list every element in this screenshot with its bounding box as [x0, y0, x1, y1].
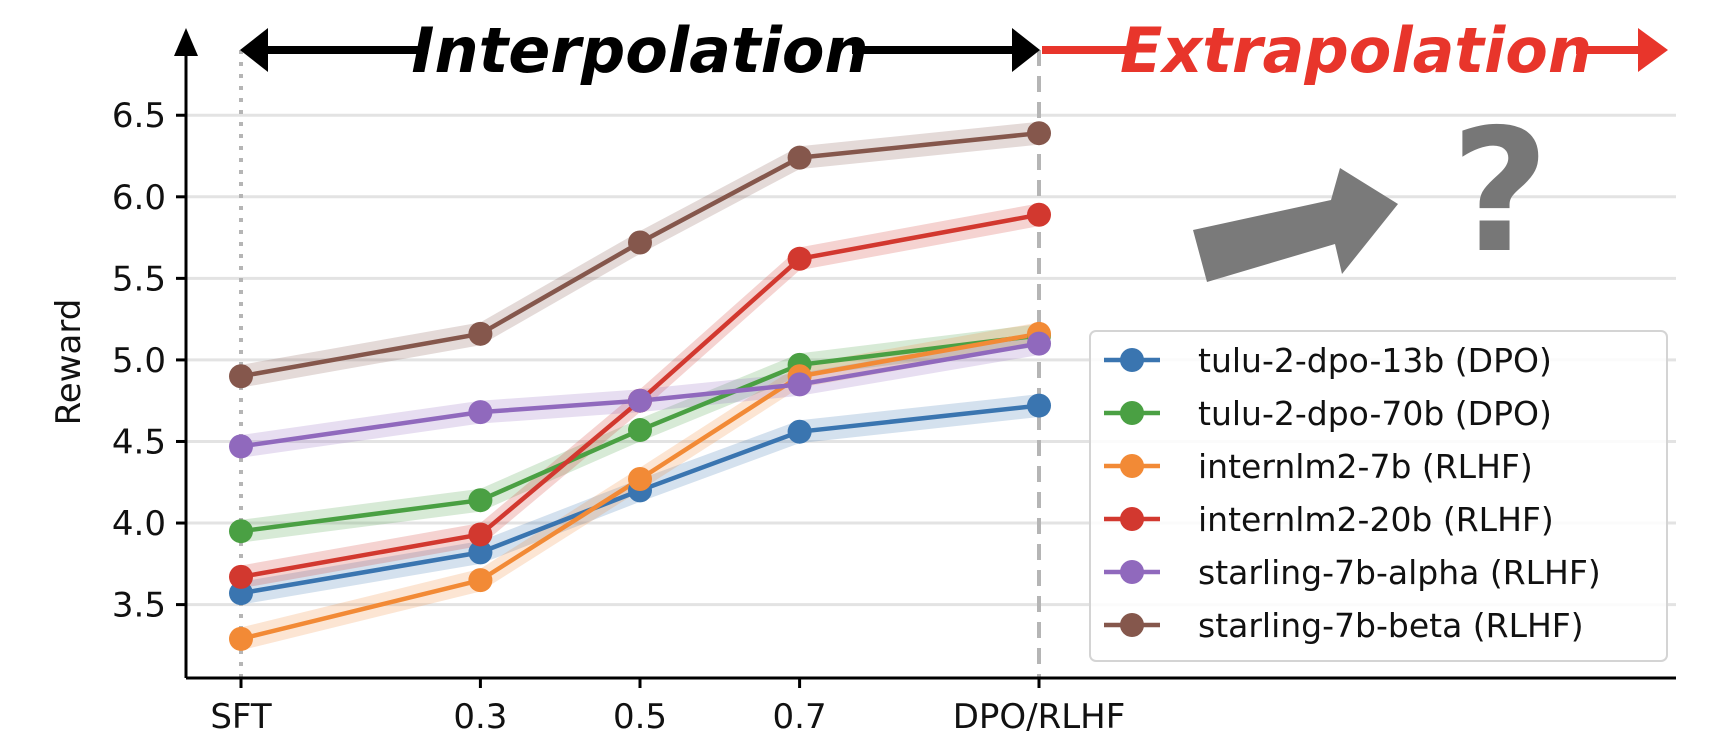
legend-marker-internlm2-20b-rlhf [1120, 507, 1144, 531]
point-tulu-2-dpo-70b-dpo-0-5 [628, 418, 652, 443]
point-starling-7b-alpha-rlhf-dpo-rlhf [1027, 331, 1051, 356]
question-mark-icon: ? [1451, 93, 1550, 291]
legend-items: tulu-2-dpo-13b (DPO) tulu-2-dpo-70b (DPO)… [1104, 341, 1601, 645]
point-internlm2-20b-rlhf-0-7 [787, 246, 812, 271]
point-starling-7b-alpha-rlhf-0-7 [787, 372, 812, 397]
trend-arrow-icon [1193, 168, 1398, 282]
legend-label-tulu-2-dpo-13b-dpo: tulu-2-dpo-13b (DPO) [1198, 341, 1552, 380]
series-points [229, 121, 1051, 651]
y-tick-label-6-0: 6.0 [112, 178, 166, 218]
y-tick-label-5-5: 5.5 [112, 259, 166, 299]
x-ticks: SFT 0.3 0.5 0.7 DPO/RLHF [210, 678, 1125, 737]
grid-lines [186, 113, 1676, 607]
interpolation-label: Interpolation [411, 14, 868, 87]
legend-marker-tulu-2-dpo-13b-dpo [1120, 348, 1144, 372]
point-starling-7b-beta-rlhf-0-5 [628, 230, 652, 255]
y-tick-label-4-5: 4.5 [112, 422, 166, 462]
point-starling-7b-alpha-rlhf-0-3 [468, 400, 493, 425]
legend-label-tulu-2-dpo-70b-dpo: tulu-2-dpo-70b (DPO) [1198, 394, 1552, 433]
point-starling-7b-alpha-rlhf-sft [229, 434, 253, 459]
y-axis-label: Reward [49, 299, 89, 426]
interpolation-left-arrowhead [240, 28, 268, 72]
point-tulu-2-dpo-13b-dpo-0-3 [468, 540, 493, 565]
legend-label-internlm2-20b-rlhf: internlm2-20b (RLHF) [1198, 500, 1554, 539]
point-internlm2-7b-rlhf-sft [229, 626, 253, 651]
interpolation-right-arrowhead [1012, 28, 1040, 72]
x-tick-label-0-3: 0.3 [453, 697, 507, 737]
point-internlm2-20b-rlhf-dpo-rlhf [1027, 202, 1051, 227]
point-internlm2-7b-rlhf-0-3 [468, 568, 493, 593]
extrapolation-label: Extrapolation [1120, 14, 1592, 87]
point-internlm2-20b-rlhf-0-3 [468, 522, 493, 547]
point-starling-7b-beta-rlhf-0-3 [468, 321, 493, 346]
x-tick-label-0-5: 0.5 [613, 697, 667, 737]
legend-marker-starling-7b-beta-rlhf [1120, 613, 1144, 637]
x-tick-label-sft: SFT [210, 697, 272, 737]
y-tick-label-3-5: 3.5 [112, 586, 166, 626]
legend: tulu-2-dpo-13b (DPO) tulu-2-dpo-70b (DPO)… [1089, 330, 1668, 662]
x-tick-label-dpo-rlhf: DPO/RLHF [953, 697, 1126, 737]
point-tulu-2-dpo-13b-dpo-dpo-rlhf [1027, 393, 1051, 418]
extrapolation-right-arrowhead [1638, 28, 1668, 72]
point-starling-7b-alpha-rlhf-0-5 [628, 388, 652, 413]
point-tulu-2-dpo-13b-dpo-0-7 [787, 419, 812, 444]
y-tick-label-5-0: 5.0 [112, 341, 166, 381]
legend-label-starling-7b-alpha-rlhf: starling-7b-alpha (RLHF) [1198, 553, 1601, 592]
y-axis-arrowhead [174, 28, 198, 56]
point-tulu-2-dpo-70b-dpo-sft [229, 519, 253, 544]
y-tick-label-6-5: 6.5 [112, 96, 166, 136]
point-tulu-2-dpo-70b-dpo-0-3 [468, 488, 493, 513]
legend-label-starling-7b-beta-rlhf: starling-7b-beta (RLHF) [1198, 606, 1584, 645]
legend-marker-tulu-2-dpo-70b-dpo [1120, 401, 1144, 425]
reference-lines [239, 50, 1041, 678]
legend-box [1089, 330, 1668, 662]
y-tick-label-4-0: 4.0 [112, 504, 166, 544]
x-tick-label-0-7: 0.7 [773, 697, 827, 737]
point-starling-7b-beta-rlhf-0-7 [787, 145, 812, 170]
y-ticks: 3.5 4.0 4.5 5.0 5.5 6.0 6.5 [112, 96, 186, 626]
axes [174, 28, 1676, 680]
point-starling-7b-beta-rlhf-dpo-rlhf [1027, 121, 1051, 146]
extrapolation-annotation: Extrapolation [1042, 14, 1668, 87]
point-internlm2-7b-rlhf-0-5 [628, 466, 652, 491]
interpolation-annotation: Interpolation [240, 14, 1040, 87]
point-starling-7b-beta-rlhf-sft [229, 364, 253, 389]
legend-marker-starling-7b-alpha-rlhf [1120, 560, 1144, 584]
point-internlm2-20b-rlhf-sft [229, 564, 253, 589]
legend-label-internlm2-7b-rlhf: internlm2-7b (RLHF) [1198, 447, 1533, 486]
legend-marker-internlm2-7b-rlhf [1120, 454, 1144, 478]
